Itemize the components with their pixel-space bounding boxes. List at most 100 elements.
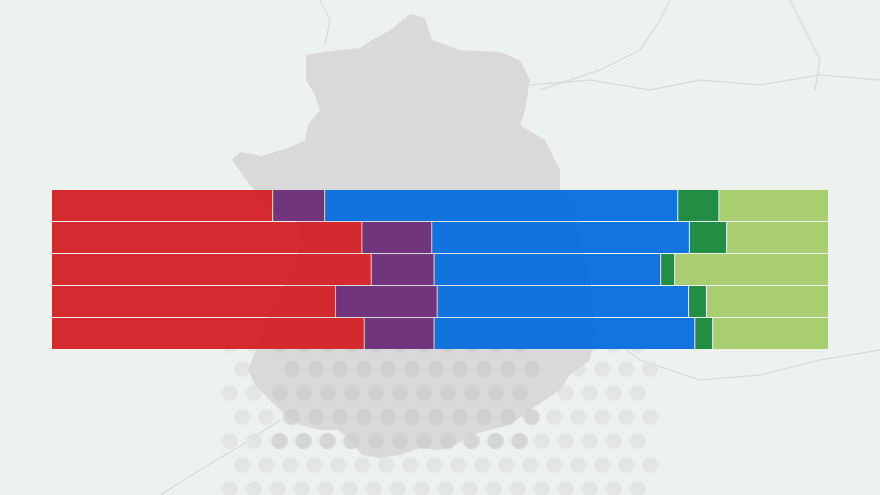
dot	[630, 481, 646, 495]
dot	[642, 361, 658, 377]
dot	[344, 385, 360, 401]
dot	[594, 361, 610, 377]
dot	[282, 457, 298, 473]
dot	[500, 361, 516, 377]
dot	[294, 481, 310, 495]
dot	[342, 481, 358, 495]
dot	[438, 481, 454, 495]
dot	[546, 409, 562, 425]
dot	[402, 457, 418, 473]
border-line	[599, 329, 880, 381]
dot	[428, 409, 444, 425]
bar-segment	[371, 254, 434, 285]
bar-segment	[719, 190, 828, 221]
dot	[546, 457, 562, 473]
dot	[428, 361, 444, 377]
dot	[606, 385, 622, 401]
dot	[380, 409, 396, 425]
dot	[594, 409, 610, 425]
dot	[308, 361, 324, 377]
dot	[498, 457, 514, 473]
border-line	[529, 74, 880, 91]
dot	[318, 481, 334, 495]
dot	[642, 409, 658, 425]
dot	[570, 409, 586, 425]
dot	[606, 481, 622, 495]
dot	[512, 433, 528, 449]
border-line	[789, 0, 821, 91]
dot	[558, 433, 574, 449]
dot	[272, 433, 288, 449]
bar-segment	[434, 318, 695, 349]
dot	[246, 481, 262, 495]
dot	[452, 361, 468, 377]
bar-segment	[432, 222, 689, 253]
dot	[462, 481, 478, 495]
dot	[570, 457, 586, 473]
dot	[404, 409, 420, 425]
dot	[344, 433, 360, 449]
dot	[524, 361, 540, 377]
dot	[618, 457, 634, 473]
dot	[258, 457, 274, 473]
dot	[474, 457, 490, 473]
bar-segment	[706, 286, 828, 317]
bar-segment	[52, 318, 364, 349]
bar-segment	[727, 222, 828, 253]
bar-segment	[675, 254, 828, 285]
bar-segment	[689, 286, 706, 317]
bar-segment	[437, 286, 689, 317]
dot	[476, 361, 492, 377]
dot	[558, 385, 574, 401]
dot	[486, 481, 502, 495]
dot	[222, 481, 238, 495]
dot	[234, 361, 250, 377]
bar-segment	[273, 190, 325, 221]
dot	[488, 433, 504, 449]
dot	[368, 433, 384, 449]
bar-segment	[661, 254, 675, 285]
dot	[512, 385, 528, 401]
bar-segment	[695, 318, 713, 349]
dot	[404, 361, 420, 377]
border-line	[319, 0, 331, 46]
region-borders	[159, 0, 880, 495]
dot	[392, 433, 408, 449]
border-line	[159, 419, 281, 495]
dot	[630, 433, 646, 449]
dot	[284, 361, 300, 377]
dot	[270, 481, 286, 495]
dot	[452, 409, 468, 425]
dot	[330, 457, 346, 473]
dot	[392, 385, 408, 401]
bar-segment	[689, 222, 727, 253]
bar-segment	[52, 286, 336, 317]
dot	[320, 433, 336, 449]
bar-segment	[713, 318, 828, 349]
dot	[354, 457, 370, 473]
dot	[534, 433, 550, 449]
bar-segment	[52, 190, 273, 221]
dot	[488, 385, 504, 401]
bar-segment	[325, 190, 678, 221]
dot	[642, 457, 658, 473]
dot	[416, 433, 432, 449]
dot	[426, 457, 442, 473]
dot	[272, 385, 288, 401]
dot	[464, 433, 480, 449]
dot	[450, 457, 466, 473]
dot	[582, 481, 598, 495]
bar-segment	[678, 190, 719, 221]
dot	[296, 433, 312, 449]
dot	[500, 409, 516, 425]
dot	[246, 385, 262, 401]
dot	[630, 385, 646, 401]
dot	[380, 361, 396, 377]
dot	[524, 409, 540, 425]
dot	[378, 457, 394, 473]
dot	[618, 409, 634, 425]
dot	[306, 457, 322, 473]
bar-segment	[52, 254, 371, 285]
dot	[222, 433, 238, 449]
